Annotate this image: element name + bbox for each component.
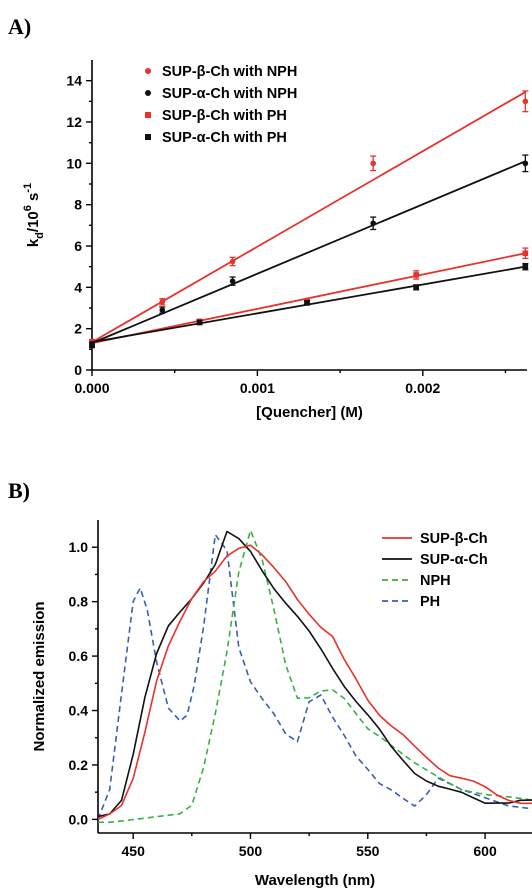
panel-a-data-point: [304, 300, 310, 306]
panel-a-y-tick-label: 4: [74, 279, 82, 295]
panel-a-y-axis-title-part: -1: [22, 183, 34, 193]
panel-a-data-point: [413, 272, 419, 278]
panel-a-series-0: [89, 90, 529, 346]
panel-b-y-tick-label: 0.8: [69, 594, 89, 610]
panel-b-legend-label: PH: [420, 594, 440, 610]
panel-a-data-point: [522, 263, 529, 270]
panel-a-data-point: [229, 258, 236, 265]
panel-a-legend-label: SUP-α-Ch with PH: [162, 130, 287, 146]
panel-a-y-tick-label: 8: [74, 197, 82, 213]
panel-a-data-point: [522, 250, 529, 257]
panel-a-y-tick-label: 14: [66, 73, 82, 89]
panel-a-data-point: [196, 319, 203, 326]
panel-a-x-tick-label: 0.001: [240, 380, 275, 396]
panel-b-legend-label: SUP-β-Ch: [420, 531, 488, 547]
panel-a-legend-label: SUP-β-Ch with PH: [162, 108, 287, 124]
panel-a-data-point: [159, 299, 166, 305]
panel-b-x-tick-label: 600: [473, 843, 497, 859]
panel-a-data-point: [159, 307, 166, 313]
panel-a-data-point: [229, 278, 236, 284]
panel-a-series-3: [89, 262, 529, 347]
panel-a-y-tick-label: 12: [66, 114, 82, 130]
panel-a-data-point: [370, 220, 376, 227]
panel-a-data-point: [522, 98, 529, 105]
panel-a-y-tick-label: 10: [66, 155, 82, 171]
panel-a-fit-line: [91, 252, 526, 345]
panel-b-y-tick-label: 0.4: [69, 703, 89, 719]
panel-b-y-tick-label: 1.0: [69, 539, 89, 555]
panel-a-y-axis-title-part: 6: [22, 205, 34, 211]
panel-a-x-tick-label: 0.002: [405, 380, 440, 396]
panel-a-data-point: [522, 160, 529, 167]
panel-label-b: B): [8, 478, 30, 503]
panel-a-fit-line: [91, 160, 526, 344]
panel-b-y-tick-label: 0.6: [69, 648, 89, 664]
panel-b-x-tick-label: 550: [356, 843, 380, 859]
panel-a-y-tick-label: 6: [74, 238, 82, 254]
panel-b-series-line-3: [98, 533, 532, 820]
panel-a-y-axis-title-part: d: [34, 232, 46, 239]
panel-b-legend-label: NPH: [420, 573, 451, 589]
panel-a-data-point: [413, 284, 419, 291]
panel-a-legend-label: SUP-β-Ch with NPH: [162, 64, 297, 80]
panel-a-legend-marker: [145, 68, 151, 74]
panel-a-legend-marker: [145, 90, 151, 96]
panel-b-x-tick-label: 450: [122, 843, 146, 859]
panel-a-y-tick-label: 0: [74, 362, 82, 378]
panel-a-y-axis-title-part: s: [25, 193, 42, 206]
panel-a-x-axis-title: [Quencher] (M): [256, 404, 363, 421]
panel-b-legend-label: SUP-α-Ch: [420, 552, 488, 568]
panel-b-y-tick-label: 0.0: [69, 811, 89, 827]
panel-a-y-tick-label: 2: [74, 321, 82, 337]
panel-b-y-axis-title: Normalized emission: [31, 601, 48, 751]
panel-a-legend-marker: [145, 134, 151, 140]
panel-a-data-point: [370, 160, 376, 167]
panel-b-x-tick-label: 500: [239, 843, 263, 859]
panel-a-data-point: [89, 341, 95, 347]
panel-a-y-axis-title-part: /10: [25, 211, 42, 232]
panel-label-a: A): [8, 14, 31, 39]
panel-a-y-axis-title: kd/106 s-1: [22, 183, 46, 247]
panel-a-x-tick-label: 0.000: [74, 380, 109, 396]
panel-b-y-tick-label: 0.2: [69, 757, 89, 773]
panel-b-series-line-0: [98, 544, 532, 821]
panel-a-series-1: [89, 154, 529, 349]
panel-a-legend-label: SUP-α-Ch with NPH: [162, 86, 297, 102]
panel-a-y-axis-title-part: k: [25, 238, 42, 247]
panel-b-x-axis-title: Wavelength (nm): [255, 872, 375, 889]
panel-b-series-line-1: [98, 530, 532, 818]
panel-b-series-line-2: [98, 529, 532, 824]
panel-a-legend-marker: [145, 112, 151, 118]
